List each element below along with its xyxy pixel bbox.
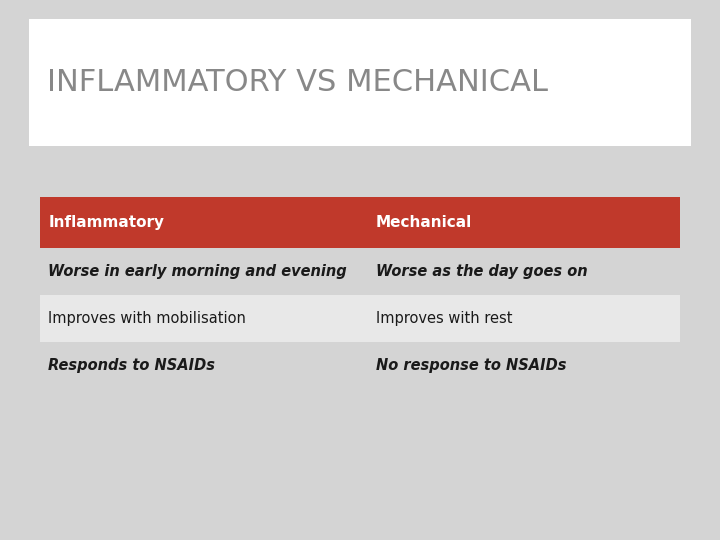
Bar (29, 19, 691, 146)
Text: Responds to NSAIDs: Responds to NSAIDs (48, 359, 215, 373)
Text: Improves with mobilisation: Improves with mobilisation (48, 312, 246, 326)
Bar (40, 197, 680, 248)
Text: Worse as the day goes on: Worse as the day goes on (376, 265, 588, 279)
Text: Worse in early morning and evening: Worse in early morning and evening (48, 265, 347, 279)
Text: Inflammatory: Inflammatory (48, 215, 164, 230)
Text: INFLAMMATORY VS MECHANICAL: INFLAMMATORY VS MECHANICAL (47, 68, 548, 97)
Text: Improves with rest: Improves with rest (376, 312, 513, 326)
Text: No response to NSAIDs: No response to NSAIDs (376, 359, 567, 373)
Bar (40, 295, 680, 342)
Text: Mechanical: Mechanical (376, 215, 472, 230)
